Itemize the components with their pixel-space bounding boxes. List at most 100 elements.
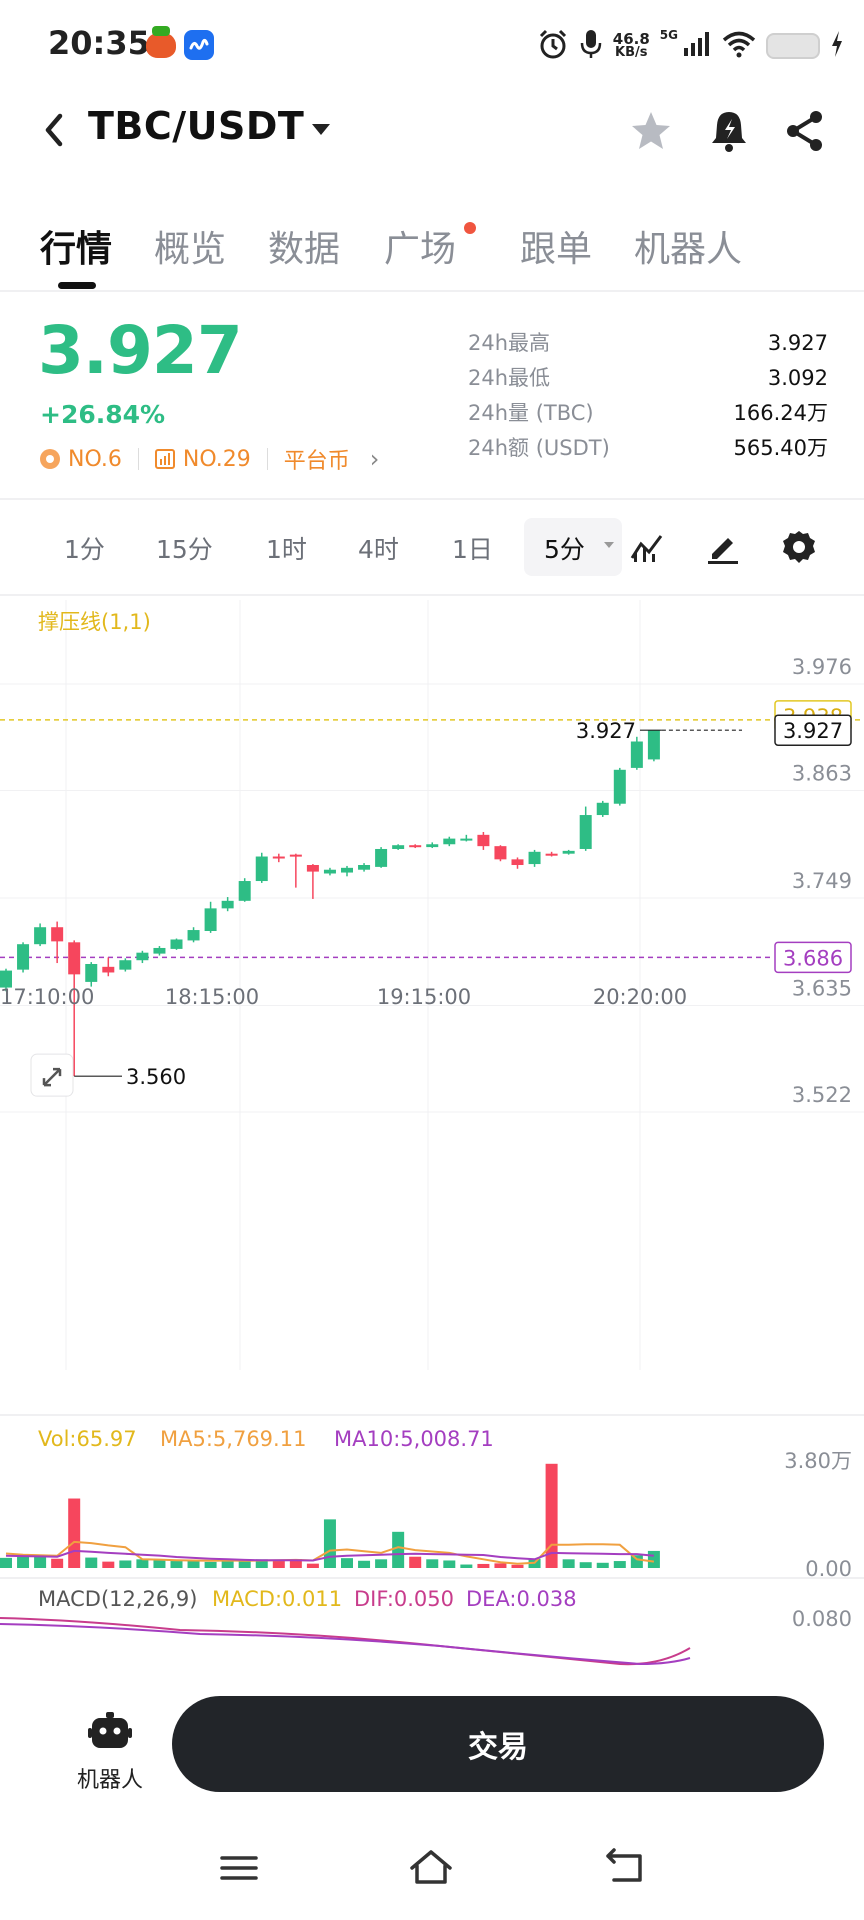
candle-body <box>545 853 558 856</box>
tab-overview[interactable]: 概览 <box>154 229 227 270</box>
home-icon[interactable] <box>406 1846 456 1890</box>
status-time: 20:35 <box>48 24 150 62</box>
volume-bar <box>511 1564 524 1568</box>
volume-bar <box>545 1463 558 1568</box>
indicator-icon[interactable] <box>628 528 666 566</box>
candle-body <box>460 838 473 841</box>
bottom-action-bar: 机器人 交易 <box>0 1680 864 1800</box>
x-tick-label: 18:15:00 <box>165 985 259 1009</box>
price-alert-bell-icon[interactable] <box>706 108 752 154</box>
back-icon[interactable] <box>600 1846 650 1890</box>
candle-body <box>528 851 541 865</box>
y-tick-label: 3.635 <box>792 976 852 1000</box>
rank-badges: NO.6 NO.29 平台币 › <box>40 442 379 476</box>
notification-dot <box>464 222 476 234</box>
candle-body <box>272 856 285 859</box>
robot-button[interactable]: 机器人 <box>50 1704 170 1794</box>
candle-body <box>426 844 439 848</box>
volume-bar <box>358 1560 371 1568</box>
macd-dea-line <box>0 1623 691 1666</box>
stat-row: 24h额 (USDT) 565.40万 <box>468 436 828 460</box>
candle-body <box>494 846 507 860</box>
pair-title[interactable]: TBC/USDT <box>88 104 305 148</box>
draw-icon[interactable] <box>704 528 742 566</box>
interval-15m[interactable]: 15分 <box>156 535 213 564</box>
mic-icon <box>579 28 603 64</box>
trade-button[interactable]: 交易 <box>172 1696 824 1792</box>
menu-icon[interactable] <box>214 1846 264 1890</box>
volume-bar <box>460 1564 473 1568</box>
candle-body <box>170 939 183 949</box>
rank-badge-2[interactable]: NO.29 <box>154 447 251 472</box>
tab-copy-trading[interactable]: 跟单 <box>520 229 593 270</box>
candle-body <box>511 859 524 866</box>
settings-icon[interactable] <box>780 528 818 566</box>
volume-bar <box>153 1559 166 1568</box>
volume-bar <box>443 1560 456 1568</box>
interval-5m[interactable]: 5分 <box>544 535 585 564</box>
tab-square[interactable]: 广场 <box>384 229 457 270</box>
rank-dot-icon <box>40 449 60 469</box>
candle-body <box>51 927 64 942</box>
tab-market[interactable]: 行情 <box>40 229 113 270</box>
volume-bar <box>323 1519 336 1568</box>
volume-bar <box>34 1554 47 1568</box>
y-tick-label: 3.863 <box>792 762 852 786</box>
alarm-icon <box>537 28 569 64</box>
volume-bar <box>119 1560 132 1568</box>
y-tick-label: 3.976 <box>792 655 852 679</box>
candle-body <box>204 908 217 931</box>
divider <box>137 448 139 470</box>
tab-bots[interactable]: 机器人 <box>634 229 743 270</box>
volume-bar <box>409 1556 422 1568</box>
candle-body <box>153 947 166 954</box>
volume-bar <box>306 1563 319 1568</box>
candle-body <box>68 942 81 975</box>
candle-body <box>187 930 200 941</box>
x-tick-label: 17:10:00 <box>0 985 94 1009</box>
interval-4h[interactable]: 4时 <box>358 535 399 564</box>
interval-1d[interactable]: 1日 <box>452 535 493 564</box>
rank-badge-1[interactable]: NO.6 <box>40 447 122 472</box>
rank-chart-icon <box>154 449 175 469</box>
interval-caret-icon[interactable] <box>604 542 614 548</box>
candle-body <box>85 963 98 982</box>
macd-y-tick: 0.080 <box>792 1607 852 1631</box>
volume-bar <box>85 1557 98 1568</box>
volume-bar <box>204 1561 217 1568</box>
stat-row: 24h量 (TBC) 166.24万 <box>468 401 828 425</box>
volume-y-tick: 3.80万 <box>784 1449 852 1473</box>
expand-arrow-icon <box>42 1067 62 1087</box>
stat-row: 24h最低 3.092 <box>468 366 828 390</box>
share-icon[interactable] <box>782 108 828 154</box>
indicator-label: 撑压线(1,1) <box>38 610 151 634</box>
candle-body <box>375 848 388 867</box>
network-type: 5G <box>659 28 678 42</box>
price-chart[interactable]: 3.9763.8633.7493.6353.5223.9273.9383.927… <box>0 600 864 1680</box>
candle-body <box>341 867 353 873</box>
volume-bar <box>613 1561 626 1568</box>
volume-ma5-label: MA5:5,769.11 <box>160 1427 306 1451</box>
candle-body <box>323 869 336 874</box>
dropdown-caret-icon[interactable] <box>312 124 330 135</box>
expand-icon <box>30 1053 74 1097</box>
volume-bar <box>494 1563 507 1568</box>
volume-bar <box>51 1558 64 1568</box>
star-icon[interactable] <box>628 108 674 154</box>
volume-bar <box>17 1556 30 1568</box>
volume-bar <box>341 1558 353 1568</box>
last-price-label: 3.927 <box>576 719 636 743</box>
app-notification-icon-blue <box>184 30 214 60</box>
interval-1h[interactable]: 1时 <box>266 535 307 564</box>
back-arrow-icon[interactable] <box>36 108 76 152</box>
candle-body <box>562 850 575 854</box>
interval-1m[interactable]: 1分 <box>64 535 105 564</box>
volume-bar <box>221 1559 234 1568</box>
tab-data[interactable]: 数据 <box>268 229 341 270</box>
last-price-tag: 3.927 <box>783 719 843 743</box>
candle-body <box>289 854 302 857</box>
candle-body <box>306 865 319 872</box>
x-tick-label: 20:20:00 <box>593 985 687 1009</box>
platform-coin-link[interactable]: 平台币 › <box>283 445 380 474</box>
candle-body <box>477 834 490 847</box>
